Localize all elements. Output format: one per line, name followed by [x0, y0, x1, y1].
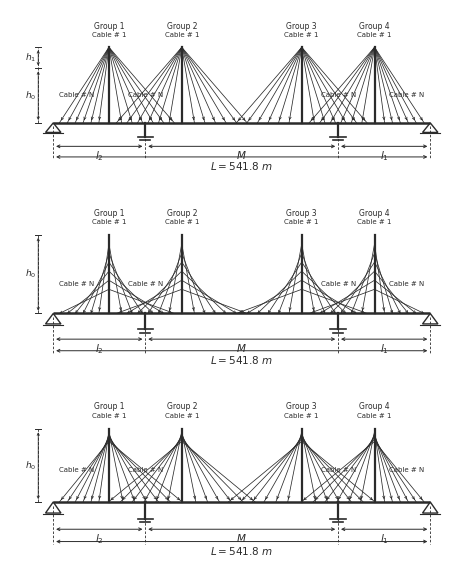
Text: $M$: $M$	[237, 532, 247, 544]
Text: $h_0$: $h_0$	[25, 268, 36, 281]
Text: $l_1$: $l_1$	[380, 342, 389, 356]
Text: $L = 541.8\ m$: $L = 541.8\ m$	[210, 354, 273, 366]
Text: Group 2: Group 2	[166, 22, 197, 31]
Text: Cable # N: Cable # N	[59, 92, 94, 98]
Text: Cable # 1: Cable # 1	[357, 32, 392, 38]
Text: Group 1: Group 1	[94, 209, 124, 218]
Text: $h_1$: $h_1$	[25, 52, 36, 64]
Text: Cable # 1: Cable # 1	[91, 219, 126, 225]
Text: Group 1: Group 1	[94, 22, 124, 31]
Text: Cable # 1: Cable # 1	[284, 32, 319, 38]
Text: $l_2$: $l_2$	[95, 532, 104, 546]
Text: Cable # 1: Cable # 1	[284, 219, 319, 225]
Text: Group 4: Group 4	[359, 209, 390, 218]
Text: Cable # N: Cable # N	[389, 92, 424, 98]
Text: Cable # N: Cable # N	[320, 281, 356, 286]
Text: Group 2: Group 2	[166, 402, 197, 411]
Text: Cable # N: Cable # N	[128, 467, 163, 473]
Text: Cable # 1: Cable # 1	[357, 219, 392, 225]
Text: $M$: $M$	[237, 342, 247, 354]
Text: Cable # N: Cable # N	[128, 281, 163, 286]
Text: $l_1$: $l_1$	[380, 532, 389, 546]
Text: Cable # N: Cable # N	[389, 467, 424, 473]
Text: Cable # 1: Cable # 1	[357, 413, 392, 419]
Text: Cable # 1: Cable # 1	[164, 219, 199, 225]
Text: Group 4: Group 4	[359, 22, 390, 31]
Text: Cable # N: Cable # N	[320, 467, 356, 473]
Text: $l_2$: $l_2$	[95, 342, 104, 356]
Text: Cable # 1: Cable # 1	[284, 413, 319, 419]
Text: Cable # 1: Cable # 1	[91, 413, 126, 419]
Text: $l_2$: $l_2$	[95, 149, 104, 163]
Text: $L = 541.8\ m$: $L = 541.8\ m$	[210, 545, 273, 557]
Text: Group 3: Group 3	[286, 209, 317, 218]
Text: $l_1$: $l_1$	[380, 149, 389, 163]
Text: Group 3: Group 3	[286, 22, 317, 31]
Text: Cable # N: Cable # N	[128, 92, 163, 98]
Text: Group 3: Group 3	[286, 402, 317, 411]
Text: Group 1: Group 1	[94, 402, 124, 411]
Text: $h_0$: $h_0$	[25, 459, 36, 472]
Text: Group 2: Group 2	[166, 209, 197, 218]
Text: Cable # N: Cable # N	[59, 281, 94, 286]
Text: Cable # N: Cable # N	[320, 92, 356, 98]
Text: Cable # 1: Cable # 1	[164, 32, 199, 38]
Text: $L = 541.8\ m$: $L = 541.8\ m$	[210, 159, 273, 172]
Text: Cable # 1: Cable # 1	[91, 32, 126, 38]
Text: Cable # N: Cable # N	[59, 467, 94, 473]
Text: Cable # N: Cable # N	[389, 281, 424, 286]
Text: Cable # 1: Cable # 1	[164, 413, 199, 419]
Text: $h_0$: $h_0$	[25, 90, 36, 102]
Text: $M$: $M$	[237, 149, 247, 161]
Text: Group 4: Group 4	[359, 402, 390, 411]
